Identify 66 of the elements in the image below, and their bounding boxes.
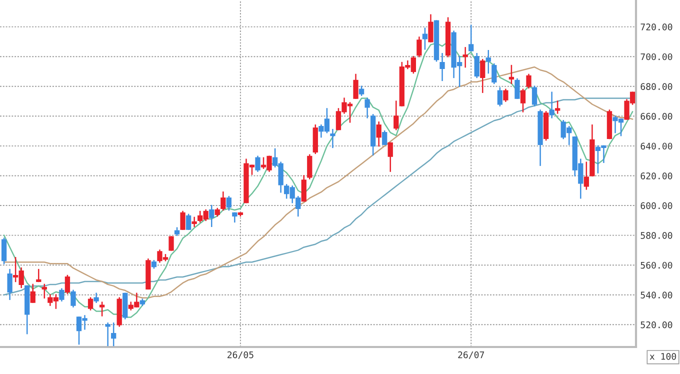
y-tick-label: 540.00 [640,292,672,298]
candlestick [312,124,318,154]
candlestick [59,288,64,302]
candlestick [111,322,116,346]
candlestick [70,290,76,308]
candlestick [220,191,226,211]
candlestick [7,268,12,300]
candlestick [209,204,214,227]
candlestick [105,322,110,346]
candlestick [192,216,197,227]
candlestick [180,210,186,230]
text: x 100 [650,352,676,360]
candlestick [255,156,260,172]
candlestick [584,162,589,190]
candlestick [122,292,128,320]
y-tick-label: 560.00 [640,262,672,269]
candlestick [416,36,422,58]
x-tick-label: 26/05 [228,351,254,359]
candlestick [468,24,474,52]
candlestick [353,74,358,99]
candlestick [503,88,508,102]
candlestick [549,92,554,118]
candlestick [168,236,174,251]
candlestick [532,86,538,106]
candlestick [330,128,336,148]
candlestick [64,274,70,294]
candlestick [394,100,399,130]
candlestick [30,284,36,303]
candlestick [428,14,434,42]
candlestick [307,154,312,180]
candlestick [462,47,468,68]
candlestick [388,142,393,172]
candlestick [440,52,445,82]
y-tick-label: 580.00 [640,232,672,239]
candlestick [555,100,560,114]
candlestick [526,74,532,88]
y-tick-label: 720.00 [640,24,672,30]
candlestick [480,58,486,93]
candlestick [88,297,94,310]
y-tick-label: 600.00 [640,202,672,210]
candlestick [364,98,370,118]
candlestick [497,87,502,106]
y-tick-label: 700.00 [640,53,672,60]
candlestick [514,78,520,99]
y-tick-label: 520.00 [640,321,672,328]
candlestick [42,284,47,298]
y-tick-label: 640.00 [640,142,672,150]
candlestick [99,302,105,316]
candlestick [382,130,388,146]
candlestick [186,214,192,230]
candlestick [1,238,7,264]
y-tick-label: 620.00 [640,172,672,180]
y-tick-label: 660.00 [640,112,672,120]
candlestick [474,52,480,78]
candlestick [508,64,514,84]
line-series [3,41,634,318]
candlestick [492,63,497,84]
candlestick [422,28,428,50]
candlestick [301,175,306,202]
candlestick [36,268,42,282]
x-tick-label: 26/07 [458,351,484,359]
y-tick-label: 680.00 [640,83,672,90]
candlestick [486,50,491,74]
candlestick [376,121,382,147]
candlestick [520,88,526,112]
candlestick [226,196,232,211]
